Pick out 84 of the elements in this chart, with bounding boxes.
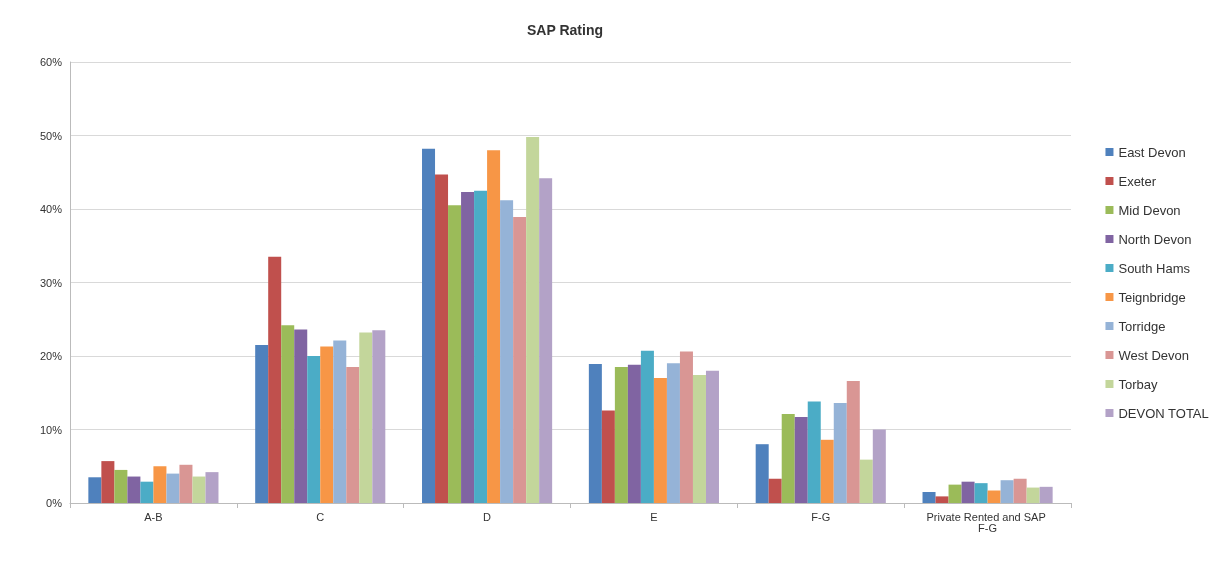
y-tick-label: 10%	[39, 423, 63, 436]
x-tick-label: Private Rented and SAP F-G	[926, 510, 1049, 534]
bar	[987, 490, 1001, 503]
legend-label: West Devon	[1118, 347, 1190, 363]
bar	[820, 439, 834, 503]
bar	[127, 476, 141, 503]
bar	[435, 174, 449, 503]
bar	[679, 351, 693, 503]
x-tick-label: C	[316, 510, 325, 523]
bar	[807, 401, 821, 503]
y-tick-label: 50%	[39, 129, 63, 142]
bar	[474, 190, 488, 503]
bar	[448, 205, 462, 503]
bar	[1013, 478, 1027, 503]
bar	[281, 325, 295, 503]
bar	[114, 469, 128, 503]
legend-label: North Devon	[1118, 231, 1192, 247]
bar	[846, 380, 860, 503]
bar	[922, 491, 936, 503]
bar	[307, 356, 321, 503]
bar	[526, 136, 540, 503]
bar	[179, 464, 193, 503]
bar	[781, 414, 795, 503]
bar	[935, 496, 949, 503]
legend-label: Exeter	[1118, 173, 1157, 189]
x-tick-label: F-G	[811, 510, 831, 523]
x-tick-label: D	[483, 510, 492, 523]
bar	[192, 476, 206, 503]
bar	[755, 444, 769, 503]
y-tick-label: 60%	[39, 56, 63, 68]
legend-label: East Devon	[1118, 144, 1186, 160]
bar	[487, 150, 501, 503]
bar	[166, 473, 180, 503]
bar	[1000, 480, 1014, 503]
bar	[461, 192, 475, 503]
bar	[859, 459, 873, 503]
bar	[372, 330, 386, 503]
y-tick-label: 40%	[39, 203, 63, 215]
bar	[794, 417, 808, 503]
bar	[88, 477, 102, 503]
bar	[140, 481, 154, 503]
y-tick-label: 0%	[46, 497, 63, 509]
bar	[640, 350, 654, 503]
x-tick-label: A-B	[144, 510, 163, 523]
legend-label: Teignbridge	[1118, 289, 1186, 305]
bar	[588, 364, 602, 503]
bar	[320, 346, 334, 503]
y-tick-label: 30%	[39, 276, 63, 289]
legend-label: Mid Devon	[1118, 202, 1181, 218]
bar	[359, 332, 373, 503]
bar	[974, 483, 988, 503]
legend-label: Torbay	[1118, 376, 1158, 392]
bar	[692, 375, 706, 503]
bar	[255, 344, 269, 503]
chart-title: SAP Rating	[527, 22, 603, 38]
legend-label: DEVON TOTAL	[1118, 405, 1209, 421]
bar	[422, 148, 436, 503]
legend-label: Torridge	[1118, 318, 1166, 334]
bar	[961, 481, 975, 503]
x-tick-label: E	[650, 510, 658, 523]
bar	[500, 200, 514, 503]
bar	[294, 329, 308, 503]
bar	[1039, 486, 1053, 503]
bar	[653, 378, 667, 503]
y-tick-label: 20%	[39, 350, 63, 362]
bar	[705, 370, 719, 503]
bar	[333, 340, 347, 503]
bar	[205, 472, 219, 503]
bar	[833, 403, 847, 503]
bar	[872, 429, 886, 503]
bar	[948, 484, 962, 503]
bar	[627, 364, 641, 503]
bar	[513, 217, 527, 503]
bar	[614, 367, 628, 503]
bar	[153, 466, 167, 503]
legend-label: South Hams	[1118, 260, 1191, 276]
bar	[539, 178, 553, 503]
bar	[268, 256, 282, 503]
bar	[666, 363, 680, 503]
bar	[1026, 487, 1040, 503]
bar	[601, 410, 615, 503]
bar	[101, 461, 115, 503]
bar	[768, 478, 782, 503]
bar	[346, 367, 360, 503]
